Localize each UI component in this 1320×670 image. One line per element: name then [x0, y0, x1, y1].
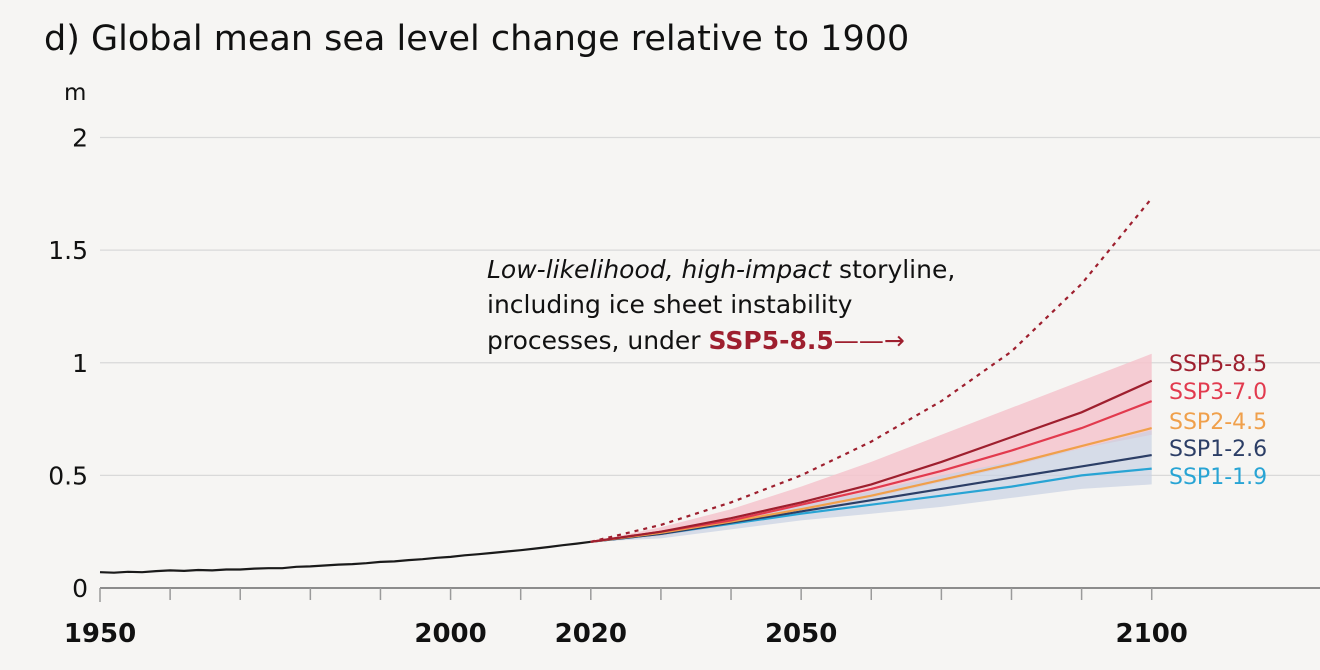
- series-line: [590, 379, 1153, 543]
- y-axis-unit: m: [64, 80, 86, 106]
- annotation-italic: Low-likelihood, high-impact: [487, 255, 832, 284]
- y-tick-label: 0.5: [48, 461, 88, 490]
- x-tick-label: 1950: [64, 619, 136, 649]
- x-tick-label: 2000: [414, 619, 486, 649]
- series-label: SSP2-4.5: [1169, 410, 1267, 435]
- annotation-line-2: including ice sheet instability: [487, 290, 853, 319]
- uncertainty-band: [590, 353, 1152, 542]
- annotation-scenario: SSP5-8.5: [709, 326, 834, 355]
- y-tick-label: 2: [72, 124, 88, 153]
- series-label: SSP1-1.9: [1169, 465, 1267, 490]
- x-tick-label: 2100: [1116, 619, 1188, 649]
- series-line: [590, 427, 1152, 543]
- observed-line: [99, 540, 591, 574]
- storyline-annotation: Low-likelihood, high-impact storyline, i…: [487, 255, 955, 355]
- series-label: SSP1-2.6: [1169, 437, 1267, 462]
- annotation-line-1: Low-likelihood, high-impact storyline,: [487, 255, 955, 284]
- annotation-arrow: ——→: [834, 326, 905, 355]
- annotation-line-3: processes, under SSP5-8.5——→: [487, 326, 905, 355]
- y-tick-label: 1.5: [48, 236, 88, 265]
- y-tick-label: 0: [72, 574, 88, 603]
- x-tick-label: 2050: [765, 619, 837, 649]
- x-axis: 1950 2000 2020 2050 2100: [64, 587, 1320, 649]
- storyline-line: [590, 197, 1153, 543]
- series-lines: [99, 197, 1153, 574]
- y-tick-labels: 0 0.5 1 1.5 2: [48, 124, 88, 603]
- y-tick-label: 1: [72, 349, 88, 378]
- annotation-line3-text: processes, under: [487, 326, 709, 355]
- annotation-line1-rest: storyline,: [831, 255, 955, 284]
- chart-title: d) Global mean sea level change relative…: [44, 19, 909, 59]
- uncertainty-bands: [590, 353, 1152, 542]
- uncertainty-band: [590, 430, 1152, 542]
- series-label: SSP5-8.5: [1169, 352, 1267, 377]
- series-label: SSP3-7.0: [1169, 380, 1267, 405]
- x-tick-label: 2020: [555, 619, 627, 649]
